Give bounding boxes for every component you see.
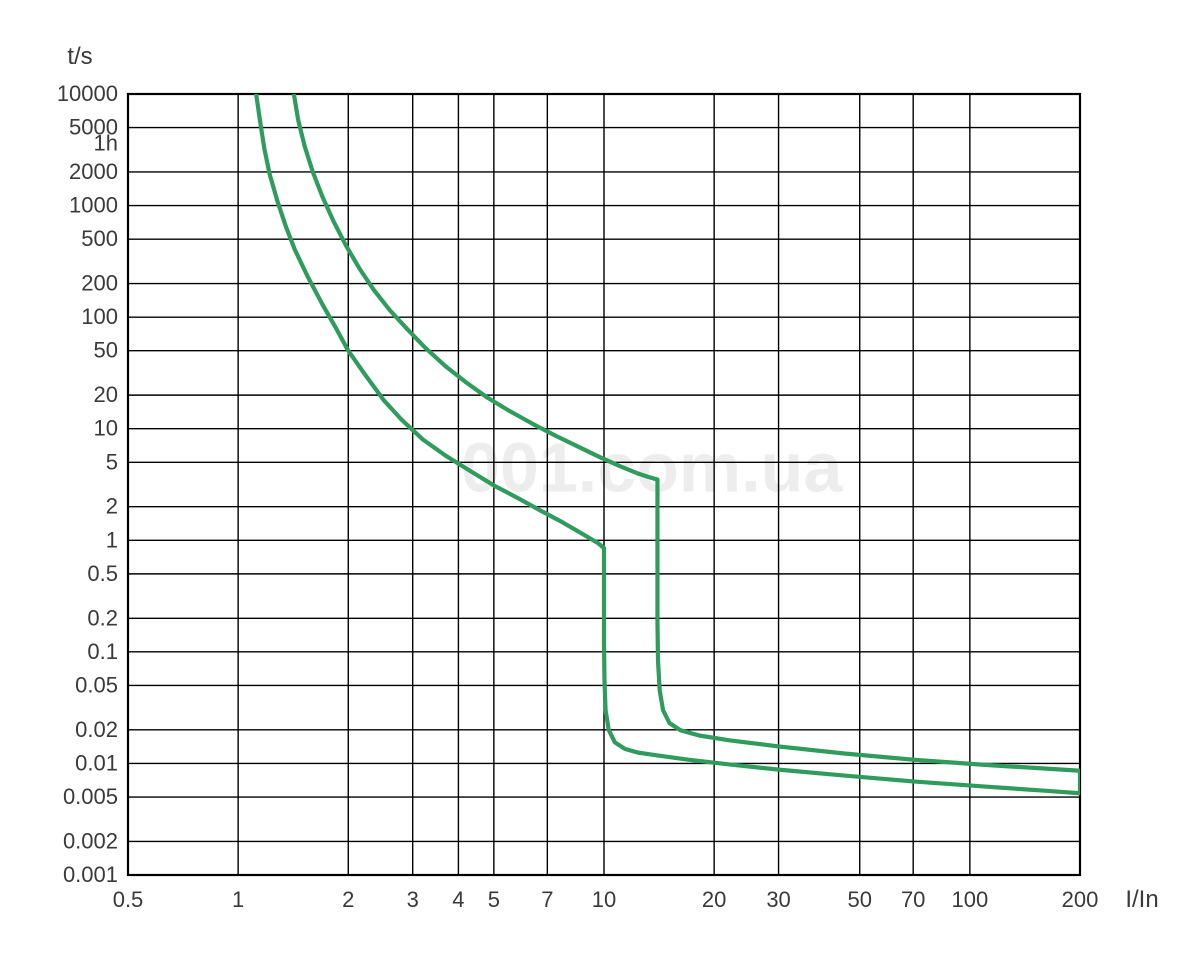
y-tick-label: 10000: [57, 81, 118, 106]
x-tick-label: 5: [488, 887, 500, 912]
y-tick-label: 2000: [69, 159, 118, 184]
x-tick-label: 10: [592, 887, 616, 912]
y-tick-label: 0.1: [87, 639, 118, 664]
y-tick-label: 1000: [69, 193, 118, 218]
y-tick-label: 1: [106, 527, 118, 552]
x-tick-label: 100: [952, 887, 989, 912]
y-tick-label: 0.2: [87, 605, 118, 630]
x-tick-label: 70: [901, 887, 925, 912]
y-tick-label: 5: [106, 449, 118, 474]
y-tick-label: 0.5: [87, 561, 118, 586]
y-tick-label: 200: [81, 271, 118, 296]
x-tick-label: 50: [847, 887, 871, 912]
x-tick-label: 200: [1062, 887, 1099, 912]
y-tick-label: 0.01: [75, 750, 118, 775]
y-tick-label: 0.001: [63, 862, 118, 887]
y-axis-title: t/s: [67, 43, 92, 70]
trip-curve-chart: 001.com.ua0.512345710203050701002000.001…: [0, 0, 1200, 960]
y-tick-label: 0.002: [63, 828, 118, 853]
y-tick-label: 10: [94, 416, 118, 441]
y-extra-label: 1h: [94, 131, 118, 156]
watermark: 001.com.ua: [461, 429, 843, 507]
y-tick-label: 0.005: [63, 784, 118, 809]
x-tick-label: 4: [452, 887, 464, 912]
x-tick-label: 3: [407, 887, 419, 912]
y-tick-label: 50: [94, 338, 118, 363]
x-axis-title: I/In: [1125, 886, 1158, 913]
x-tick-label: 1: [232, 887, 244, 912]
y-tick-label: 20: [94, 382, 118, 407]
x-tick-label: 0.5: [113, 887, 144, 912]
x-tick-label: 30: [766, 887, 790, 912]
y-tick-label: 0.02: [75, 717, 118, 742]
x-tick-label: 7: [541, 887, 553, 912]
y-tick-label: 2: [106, 494, 118, 519]
x-tick-label: 20: [702, 887, 726, 912]
y-tick-label: 500: [81, 226, 118, 251]
y-tick-label: 0.05: [75, 672, 118, 697]
x-tick-label: 2: [342, 887, 354, 912]
y-tick-label: 100: [81, 304, 118, 329]
